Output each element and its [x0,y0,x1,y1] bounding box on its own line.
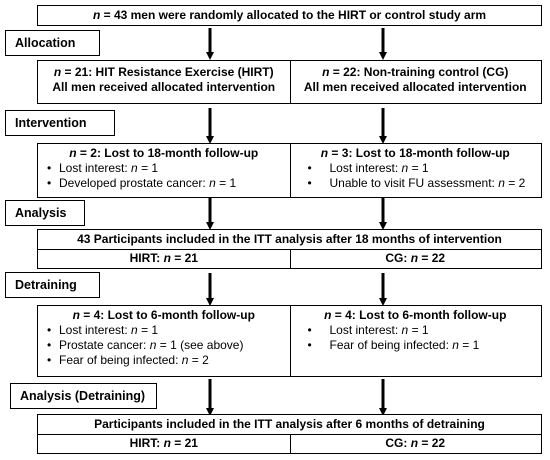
stage-detraining: Detraining [5,272,100,298]
itt-18-month-box: 43 Participants included in the ITT anal… [37,229,542,269]
n-symbol: n [320,146,329,160]
lost-6-hirt-title: = 4: Lost to 6-month follow-up [79,308,255,322]
lost-6-hirt: n = 4: Lost to 6-month follow-up Lost in… [38,308,290,368]
lost-6-cg-title: = 4: Lost to 6-month follow-up [331,308,507,322]
n-symbol: n [324,308,332,322]
randomization-box: n = 43 men were randomly allocated to th… [37,5,542,26]
list-item: Fear of being infected: n = 1 [308,338,542,353]
allocation-box: n = 21: HIT Resistance Exercise (HIRT) A… [37,60,542,104]
list-item: Lost interest: n = 1 [47,323,290,338]
allocation-hirt: n = 21: HIT Resistance Exercise (HIRT) A… [38,65,290,95]
list-item: Prostate cancer: n = 1 (see above) [47,338,290,353]
randomization-text: = 43 men were randomly allocated to the … [100,8,487,22]
stage-intervention: Intervention [5,110,115,136]
itt-18-cg: CG: n = 22 [385,251,446,265]
stage-analysis-detraining: Analysis (Detraining) [10,383,157,409]
lost-18-cg: n = 3: Lost to 18-month follow-up Lost i… [290,146,542,191]
stage-analysis: Analysis [5,200,85,226]
list-item: Lost interest: n = 1 [308,323,542,338]
itt-6-month-box: Participants included in the ITT analysi… [37,414,542,454]
list-item: Unable to visit FU assessment: n = 2 [308,176,542,191]
lost-6-cg: n = 4: Lost to 6-month follow-up Lost in… [290,308,542,353]
itt-6-cg: CG: n = 22 [385,436,446,450]
lost-18-cg-title: = 3: Lost to 18-month follow-up [328,146,510,160]
stage-allocation: Allocation [5,30,100,56]
allocation-cg-title: = 22: Non-training control (CG) [329,65,509,79]
allocation-cg-note: All men received allocated intervention [303,80,527,94]
n-symbol: n [53,65,62,79]
list-item: Lost interest: n = 1 [47,161,290,176]
n-symbol: n [69,146,77,160]
lost-18-hirt-title: = 2: Lost to 18-month follow-up [76,146,259,160]
itt-6-hirt: HIRT: n = 21 [129,436,198,450]
itt-18-hirt: HIRT: n = 21 [129,251,198,265]
itt-18-title: 43 Participants included in the ITT anal… [77,232,502,246]
n-symbol: n [322,65,330,79]
lost-18-hirt: n = 2: Lost to 18-month follow-up Lost i… [38,146,290,191]
itt-6-title: Participants included in the ITT analysi… [94,417,485,431]
list-item: Developed prostate cancer: n = 1 [47,176,290,191]
list-item: Fear of being infected: n = 2 [47,353,290,368]
allocation-hirt-note: All men received allocated intervention [52,80,276,94]
list-item: Lost interest: n = 1 [308,161,542,176]
lost-6-month-box: n = 4: Lost to 6-month follow-up Lost in… [37,305,542,377]
n-symbol: n [92,8,101,22]
allocation-cg: n = 22: Non-training control (CG) All me… [290,65,542,95]
allocation-hirt-title: = 21: HIT Resistance Exercise (HIRT) [61,65,274,79]
n-symbol: n [72,308,80,322]
lost-18-month-box: n = 2: Lost to 18-month follow-up Lost i… [37,143,542,198]
